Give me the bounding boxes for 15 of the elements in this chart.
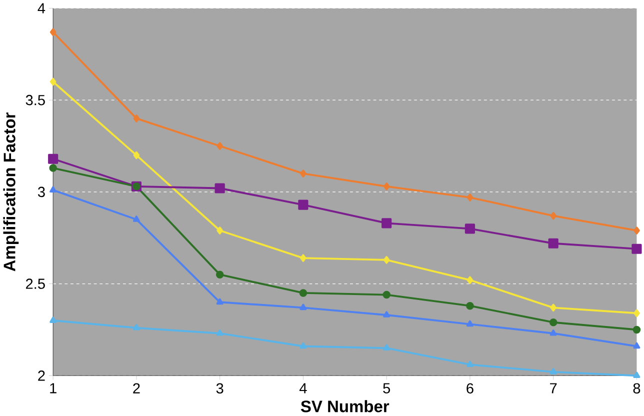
y-tick-label: 2 [38, 370, 45, 381]
y-tick-label: 3.5 [26, 95, 45, 106]
x-tick-label: 4 [300, 383, 307, 394]
y-tick-label: 2.5 [26, 278, 45, 290]
x-tick-label: 2 [133, 383, 140, 394]
x-tick-label: 3 [216, 383, 224, 394]
y-tick-label: 4 [38, 3, 46, 14]
y-axis-title: Amplification Factor [3, 112, 19, 272]
x-tick-label: 7 [550, 383, 557, 394]
x-axis-title: SV Number [300, 400, 390, 413]
y-tick-label: 3 [38, 187, 45, 198]
x-tick-label: 5 [383, 383, 390, 394]
x-tick-label: 1 [50, 383, 56, 394]
x-tick-label: 8 [633, 383, 640, 394]
x-tick-label: 6 [466, 383, 474, 394]
